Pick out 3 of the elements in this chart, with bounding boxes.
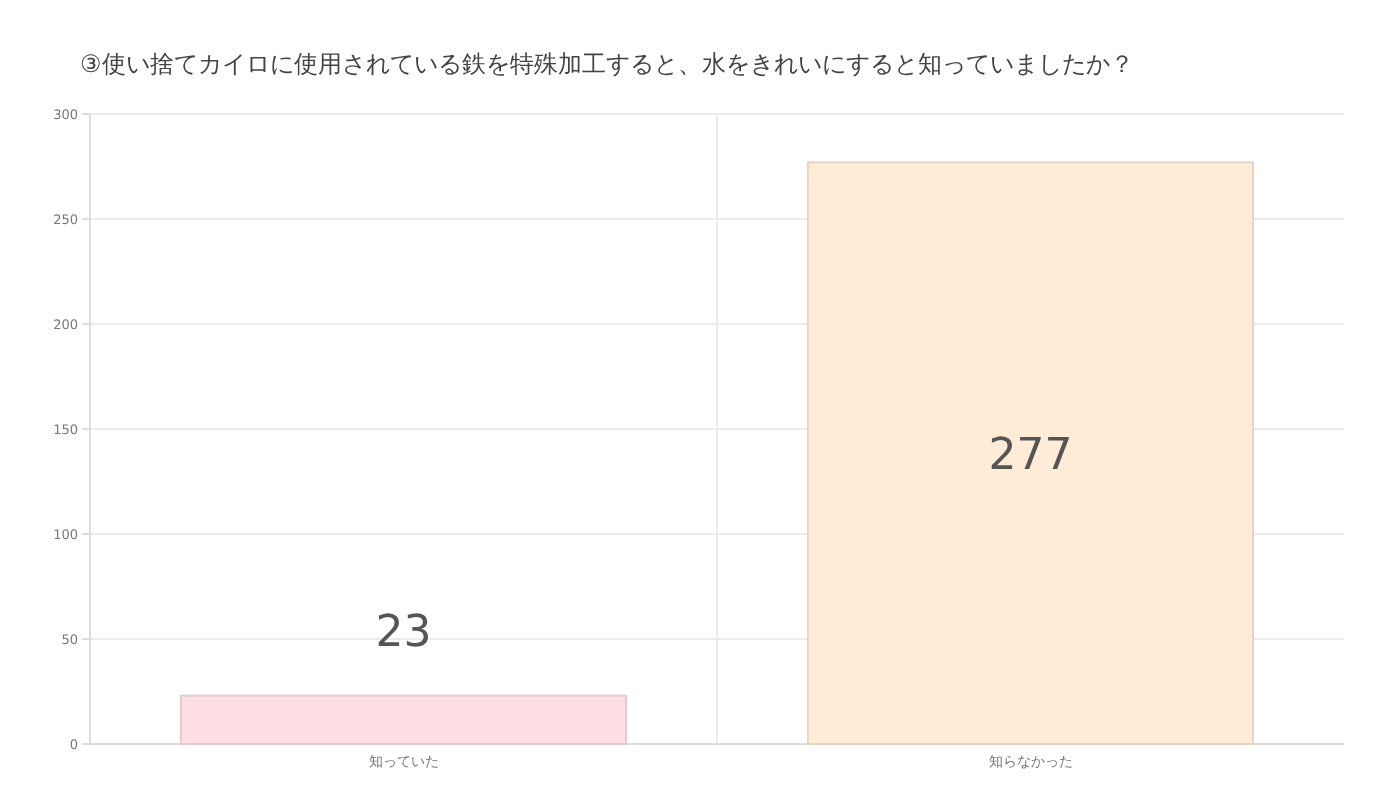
data-label: 23 [375,607,432,658]
data-label: 277 [988,431,1073,482]
chart-title: ③使い捨てカイロに使用されている鉄を特殊加工すると、水をきれいにすると知っていましたか？ [80,50,1134,78]
